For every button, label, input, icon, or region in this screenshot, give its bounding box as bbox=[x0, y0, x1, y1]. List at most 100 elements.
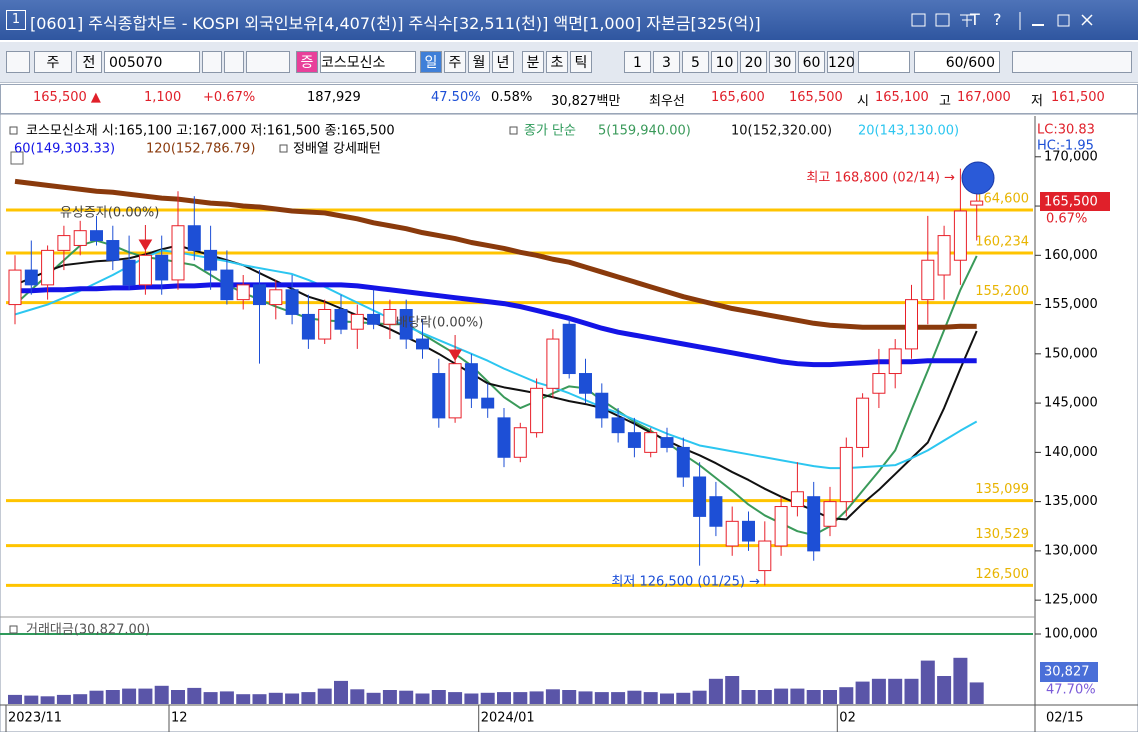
candle-body bbox=[383, 308, 397, 325]
help-button[interactable]: ? bbox=[993, 10, 1002, 29]
volume-bar bbox=[855, 681, 870, 704]
dropdown[interactable] bbox=[202, 51, 222, 73]
interval-button[interactable]: 1 bbox=[624, 51, 651, 73]
y-tick-label: 150,000 bbox=[1044, 346, 1098, 361]
period-button[interactable]: 주 bbox=[444, 51, 466, 73]
y-tick-label: 170,000 bbox=[1044, 149, 1098, 164]
volume-bar bbox=[301, 692, 316, 704]
period-button[interactable]: 틱 bbox=[570, 51, 592, 73]
volume-bar bbox=[920, 660, 935, 704]
menu-button[interactable] bbox=[6, 51, 30, 73]
name-input[interactable]: 코스모신소 bbox=[320, 51, 416, 73]
search-button[interactable] bbox=[224, 51, 244, 73]
toolbar: 주 전 005070 증 코스모신소 60/600 일 주 월 년 분 초 틱 1 3 5 10 20… bbox=[0, 42, 1138, 83]
volume-bar bbox=[399, 690, 414, 704]
volume-bar bbox=[529, 691, 544, 704]
candle-body bbox=[416, 338, 429, 350]
change-rate: +0.67% bbox=[203, 90, 256, 105]
volume-bar bbox=[708, 678, 723, 704]
interval-button[interactable]: 20 bbox=[740, 51, 767, 73]
period-button[interactable]: 초 bbox=[546, 51, 568, 73]
volume-bar bbox=[643, 692, 658, 704]
candle-body bbox=[448, 363, 462, 419]
scope-button[interactable]: 전 bbox=[76, 51, 102, 73]
candle-body bbox=[823, 501, 837, 527]
volume-bar bbox=[382, 690, 397, 704]
volume-bar bbox=[154, 685, 169, 704]
interval-button[interactable]: 30 bbox=[769, 51, 796, 73]
candle-body bbox=[921, 259, 935, 301]
period-button[interactable]: 분 bbox=[522, 51, 544, 73]
icon[interactable] bbox=[911, 13, 926, 27]
candle-body bbox=[253, 284, 266, 306]
candle-body bbox=[57, 235, 71, 251]
close[interactable] bbox=[1081, 14, 1093, 26]
period-button[interactable]: 일 bbox=[420, 51, 442, 73]
speaker-button[interactable] bbox=[246, 51, 290, 73]
candle-body bbox=[481, 397, 495, 409]
volume-box bbox=[1040, 662, 1098, 682]
volume-bar bbox=[725, 676, 740, 704]
candle-body bbox=[905, 299, 918, 350]
candle-body bbox=[595, 392, 609, 419]
amount: 30,827백만 bbox=[551, 94, 621, 109]
interval-button[interactable]: 3 bbox=[653, 51, 680, 73]
volume-bar bbox=[904, 678, 919, 704]
candle-body bbox=[90, 230, 103, 242]
candle-body bbox=[155, 254, 169, 281]
period-button[interactable]: 월 bbox=[468, 51, 490, 73]
candle-body bbox=[301, 313, 315, 340]
volume-bar bbox=[888, 678, 903, 704]
y-tick-label: 135,000 bbox=[1044, 494, 1098, 509]
candle-body bbox=[513, 427, 527, 458]
combo[interactable] bbox=[858, 51, 910, 73]
price-box bbox=[1040, 192, 1110, 211]
level-label: 164,600 bbox=[975, 191, 1029, 206]
volume-bar bbox=[562, 690, 577, 704]
candle-body bbox=[790, 491, 804, 508]
candle-body bbox=[171, 225, 185, 281]
candle-body bbox=[807, 496, 821, 552]
interval-button[interactable]: 10 bbox=[711, 51, 738, 73]
high: 167,000 bbox=[957, 90, 1011, 105]
maximize[interactable] bbox=[1057, 14, 1070, 27]
interval-button[interactable]: 5 bbox=[682, 51, 709, 73]
candle-body bbox=[350, 313, 364, 330]
volume-bar bbox=[73, 694, 88, 704]
window-icons bbox=[911, 12, 1093, 30]
high-note: 최고 168,800 (02/14) → bbox=[806, 171, 955, 186]
icon[interactable] bbox=[935, 13, 950, 27]
period-button[interactable]: 년 bbox=[492, 51, 514, 73]
volume-title: 거래대금(30,827.00) bbox=[26, 623, 150, 638]
y-tick-label: 130,000 bbox=[1044, 543, 1098, 558]
volume-bar bbox=[187, 687, 202, 704]
cursor-date: 02/15 bbox=[1046, 711, 1083, 726]
code-input[interactable]: 005070 bbox=[104, 51, 200, 73]
ask: 165,600 bbox=[711, 90, 765, 105]
legend-entry: 5(159,940.00) bbox=[598, 124, 691, 139]
hc-label: HC:-1.95 bbox=[1037, 139, 1094, 154]
tool-icons[interactable] bbox=[1012, 51, 1132, 73]
panel-marker bbox=[9, 126, 18, 135]
candle-body bbox=[367, 313, 381, 325]
y-tick-label: 125,000 bbox=[1044, 593, 1098, 608]
window-button[interactable]: T bbox=[970, 10, 980, 29]
market-select[interactable]: 주 bbox=[34, 51, 72, 73]
volume-bar bbox=[594, 692, 609, 704]
interval-button[interactable]: 120 bbox=[827, 51, 855, 73]
volume-bar bbox=[757, 690, 772, 704]
candle-body bbox=[334, 308, 348, 330]
panel-marker bbox=[509, 126, 518, 135]
interval-button[interactable]: 60 bbox=[798, 51, 825, 73]
count-input[interactable]: 60/600 bbox=[914, 51, 1000, 73]
quote-bar: 165,500 ▲ 1,100 +0.67% 187,929 47.50% 0.… bbox=[0, 84, 1138, 114]
volume-bar bbox=[105, 690, 120, 704]
icon[interactable] bbox=[960, 14, 974, 27]
candle-body bbox=[839, 446, 853, 503]
low-note: 최저 126,500 (01/25) → bbox=[611, 575, 760, 590]
volume-bar bbox=[56, 694, 71, 704]
volume-bar bbox=[660, 693, 674, 704]
open: 165,100 bbox=[875, 90, 929, 105]
panel-marker bbox=[279, 144, 288, 153]
